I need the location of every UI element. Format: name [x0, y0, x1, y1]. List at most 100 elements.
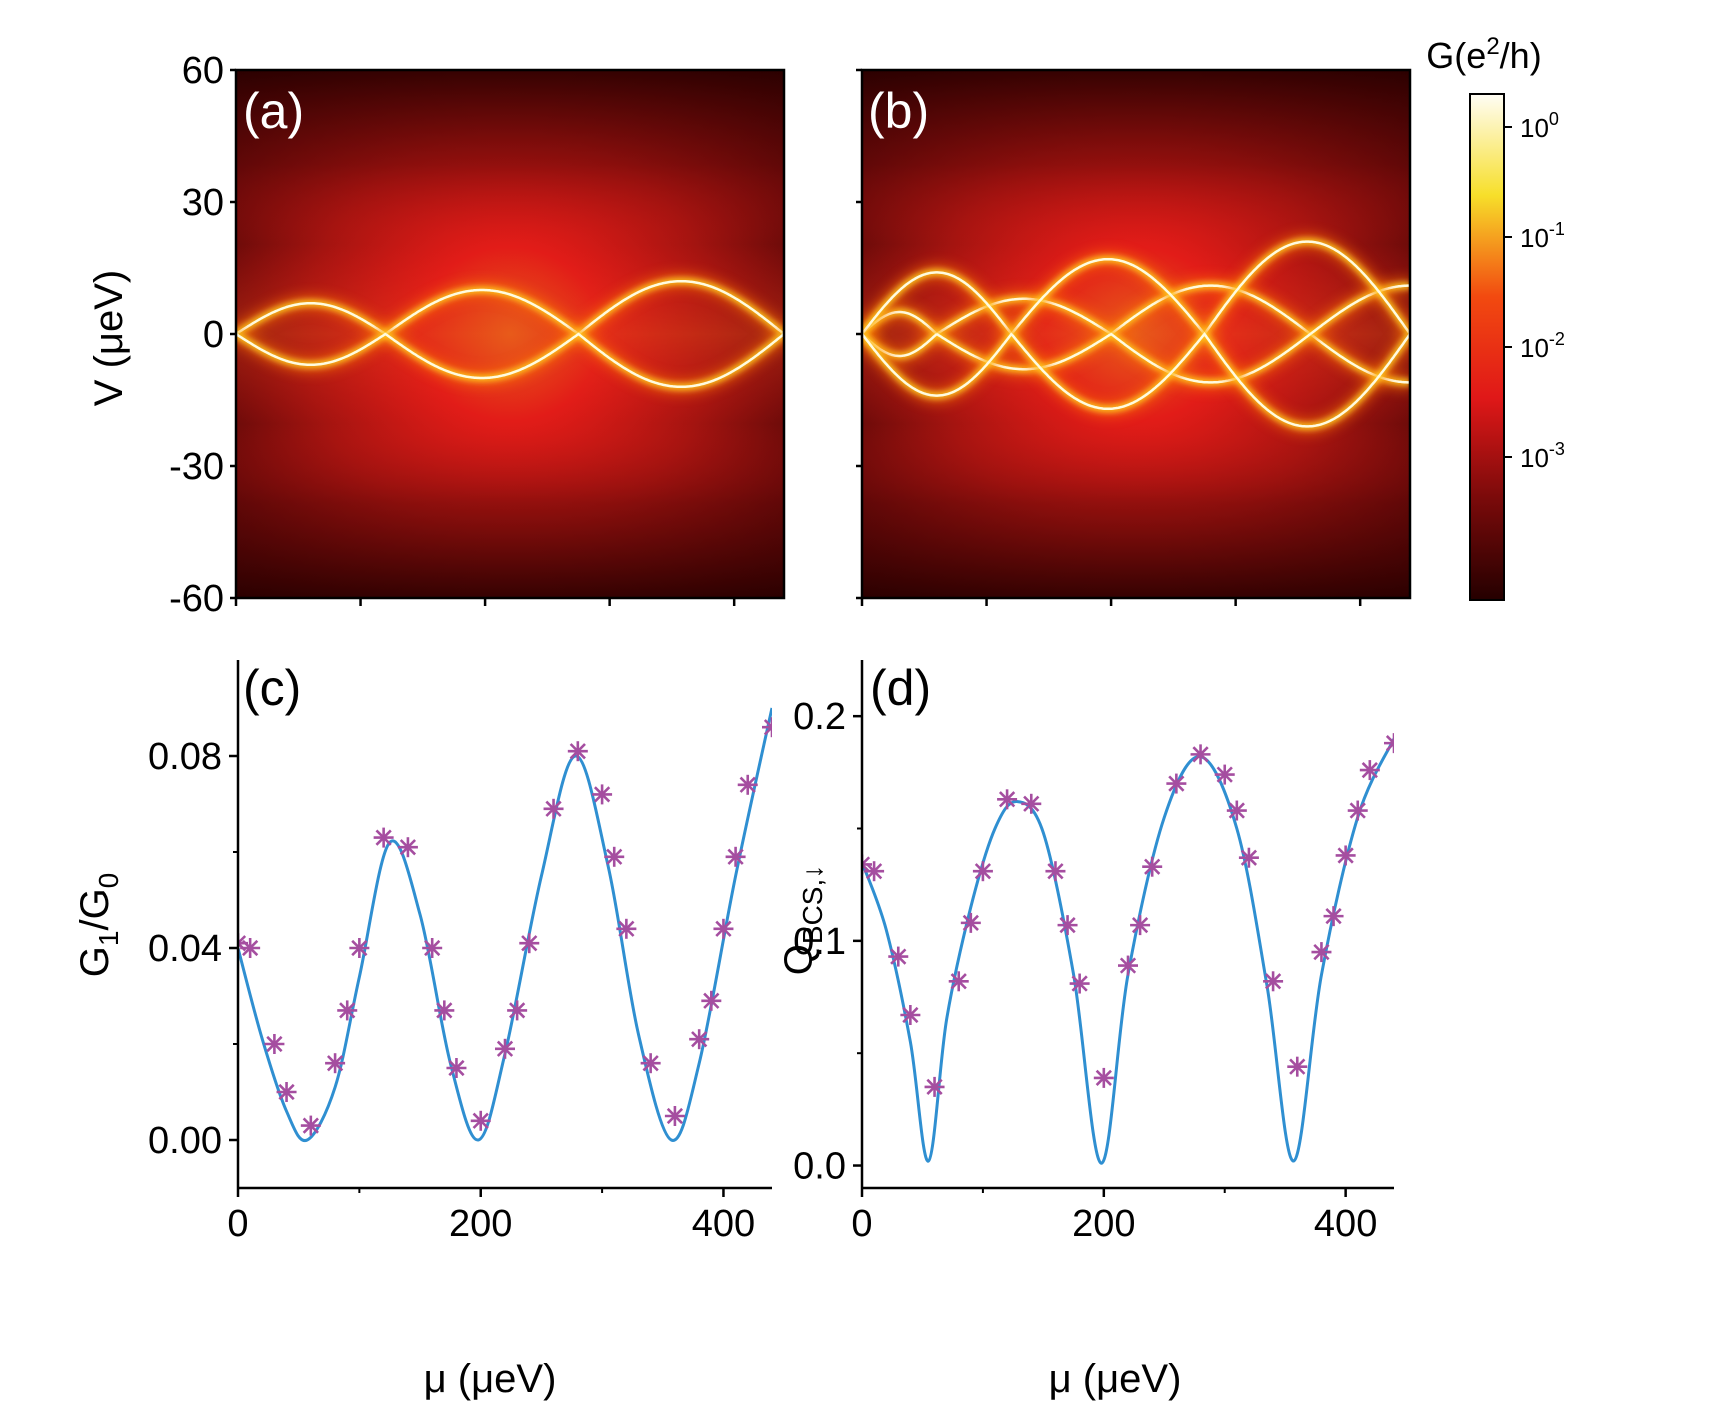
panel-c-axes: 0 200 400 0.00 0.04 0.08 — [148, 660, 772, 1245]
panel-d-axes: 0 200 400 0.0 0.1 0.2 — [793, 660, 1394, 1245]
c-data-marker — [701, 990, 722, 1011]
d-marker-stroke — [926, 1078, 943, 1096]
d-data-marker — [960, 912, 981, 933]
c-marker-stroke — [569, 743, 586, 760]
d-data-marker — [997, 789, 1018, 810]
d-data-marker — [924, 1076, 945, 1097]
colorbar-tick-label: 100 — [1520, 109, 1559, 143]
d-marker-stroke — [950, 973, 967, 990]
d-marker-stroke — [862, 856, 871, 867]
panel-a: 60 30 0 -30 -60 (a) V (μeV) — [87, 50, 786, 620]
c-data-marker — [264, 1034, 285, 1054]
d-xtick-label: 200 — [1072, 1203, 1135, 1245]
c-xtick-label: 200 — [449, 1203, 512, 1245]
d-marker-stroke — [1095, 1069, 1112, 1087]
c-ytick-label: 0.08 — [148, 736, 222, 778]
d-marker-stroke — [1192, 746, 1209, 763]
c-data-marker — [373, 827, 394, 848]
panel-c: 0 200 400 0.00 0.04 0.08 (c) G1/G0 μ (μeV) — [73, 660, 772, 1401]
c-ytick-label: 0.00 — [148, 1120, 222, 1162]
d-marker-stroke — [1071, 975, 1088, 992]
d-marker-stroke — [1144, 858, 1161, 875]
y-axis-title-d: QBCS,↓ — [777, 865, 828, 975]
d-data-marker — [1166, 773, 1187, 794]
c-marker-stroke — [278, 1083, 295, 1101]
plot-c-data — [238, 707, 772, 1143]
d-marker-stroke — [1337, 847, 1354, 864]
d-marker-stroke — [1119, 957, 1137, 974]
d-data-marker — [1335, 845, 1356, 866]
d-data-marker — [1238, 847, 1259, 868]
c-marker-stroke — [351, 939, 368, 957]
colorbar-tick-label: 10-2 — [1520, 329, 1565, 363]
c-marker-stroke — [399, 839, 417, 856]
c-xtick-label: 400 — [692, 1203, 755, 1245]
c-data-marker — [446, 1058, 467, 1078]
c-data-marker — [604, 846, 625, 867]
d-marker-stroke — [1325, 908, 1342, 925]
a-ytick-label: -60 — [169, 578, 224, 620]
c-marker-stroke — [666, 1107, 684, 1125]
d-marker-stroke — [974, 863, 992, 880]
d-data-marker — [972, 861, 993, 882]
c-data-marker — [325, 1053, 346, 1074]
c-data-marker — [567, 741, 588, 762]
c-data-marker — [664, 1106, 685, 1126]
a-ytick-label: 60 — [182, 50, 224, 92]
heatmap-b-branch-0-upper-line — [862, 284, 1410, 384]
panel-label-d: (d) — [870, 660, 931, 716]
d-data-marker — [1384, 733, 1394, 754]
heatmap-b-branch-1-lower-line — [862, 331, 1410, 428]
d-marker-stroke — [865, 863, 883, 880]
c-marker-stroke — [618, 920, 635, 937]
d-data-marker — [1359, 760, 1380, 781]
c-data-marker — [349, 938, 370, 958]
d-ytick-label: 0.2 — [793, 696, 846, 738]
d-data-marker — [1226, 800, 1247, 821]
c-data-marker — [397, 837, 418, 858]
d-data-marker — [1190, 744, 1211, 765]
c-marker-stroke — [521, 935, 538, 952]
d-marker-stroke — [862, 862, 871, 873]
c-marker-stroke — [472, 1112, 489, 1129]
c-data-marker — [713, 918, 734, 939]
c-marker-stroke — [266, 1035, 283, 1053]
d-data-marker — [948, 971, 969, 992]
d-data-marker — [1263, 971, 1284, 992]
c-marker-stroke — [691, 1031, 708, 1048]
panel-b-axes — [856, 68, 1362, 606]
d-ytick-label: 0.0 — [793, 1146, 846, 1188]
d-data-marker — [900, 1004, 921, 1025]
d-marker-stroke — [1349, 802, 1366, 819]
d-marker-stroke — [1059, 917, 1076, 934]
heatmap-b-branches — [862, 233, 1410, 435]
d-data-marker — [1093, 1067, 1114, 1088]
c-marker-stroke — [763, 719, 772, 730]
c-data-marker — [592, 784, 613, 805]
heatmap-b-branch-0-lower-line — [862, 284, 1410, 384]
heatmap-a-vertical-shade — [236, 70, 784, 598]
c-marker-stroke — [739, 776, 756, 793]
panel-b: (b) — [856, 68, 1412, 606]
c-data-marker — [725, 846, 746, 867]
d-data-marker — [1347, 800, 1368, 821]
d-fit-line — [862, 737, 1394, 1165]
d-marker-stroke — [1216, 766, 1233, 783]
d-marker-stroke — [902, 1006, 919, 1024]
c-data-marker — [689, 1029, 710, 1050]
c-marker-stroke — [302, 1117, 319, 1134]
c-data-marker — [422, 938, 443, 958]
c-data-marker — [519, 933, 540, 954]
c-marker-stroke — [424, 939, 441, 957]
d-marker-stroke — [1240, 849, 1258, 866]
d-marker-stroke — [1385, 735, 1394, 745]
x-axis-title-c: μ (μeV) — [424, 1357, 557, 1401]
d-data-marker — [864, 861, 885, 882]
c-marker-stroke — [545, 800, 562, 817]
d-marker-stroke — [1023, 795, 1040, 812]
c-data-marker — [495, 1038, 515, 1059]
d-marker-stroke — [1361, 761, 1378, 779]
panel-d: 0 200 400 0.0 0.1 0.2 (d) QBCS,↓ μ (μeV) — [777, 660, 1394, 1401]
panel-a-axes: 60 30 0 -30 -60 — [169, 50, 736, 620]
